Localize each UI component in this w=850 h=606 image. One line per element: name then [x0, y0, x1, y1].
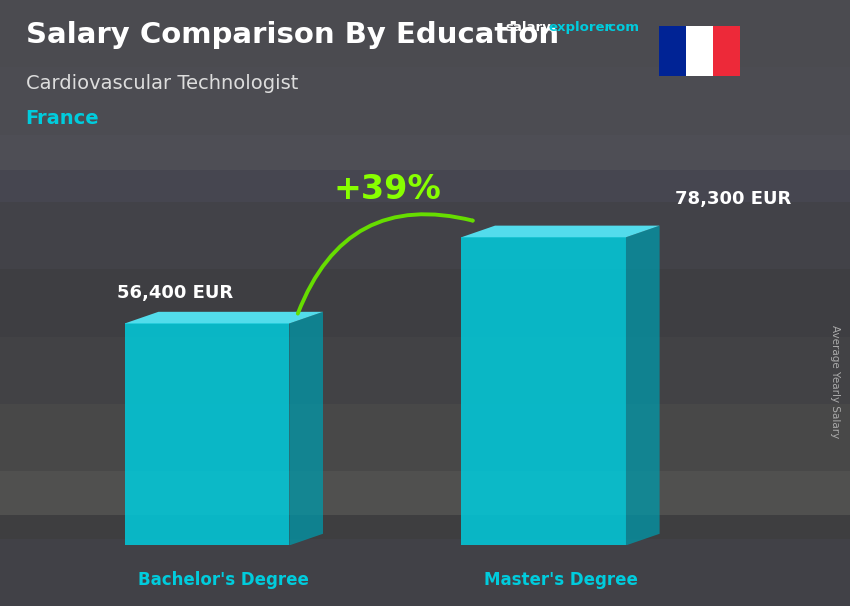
Bar	[0, 471, 850, 539]
Bar	[712, 26, 740, 76]
Text: +39%: +39%	[334, 173, 441, 205]
Text: .com: .com	[604, 21, 639, 34]
Polygon shape	[626, 225, 660, 545]
Text: explorer: explorer	[548, 21, 611, 34]
Bar	[0, 269, 850, 337]
Text: Average Yearly Salary: Average Yearly Salary	[830, 325, 840, 438]
Polygon shape	[462, 225, 660, 238]
Text: France: France	[26, 109, 99, 128]
Bar	[686, 26, 712, 76]
Bar	[0, 539, 850, 606]
Bar	[0, 337, 850, 404]
Bar	[0, 202, 850, 269]
Bar	[0, 67, 850, 135]
Text: Salary Comparison By Education: Salary Comparison By Education	[26, 21, 558, 49]
Bar	[0, 135, 850, 202]
Bar	[0, 0, 850, 67]
Polygon shape	[125, 324, 289, 545]
Text: Bachelor's Degree: Bachelor's Degree	[139, 571, 309, 589]
Polygon shape	[462, 238, 626, 545]
Text: 78,300 EUR: 78,300 EUR	[675, 190, 790, 208]
Polygon shape	[289, 312, 323, 545]
Bar	[0, 0, 850, 170]
Text: Cardiovascular Technologist: Cardiovascular Technologist	[26, 74, 297, 93]
Text: 56,400 EUR: 56,400 EUR	[117, 284, 234, 302]
Bar	[659, 26, 686, 76]
FancyArrowPatch shape	[298, 215, 473, 313]
Bar	[0, 404, 850, 471]
Text: salary: salary	[506, 21, 552, 34]
Text: Master's Degree: Master's Degree	[484, 571, 638, 589]
Polygon shape	[125, 312, 323, 324]
Bar	[0, 515, 850, 606]
